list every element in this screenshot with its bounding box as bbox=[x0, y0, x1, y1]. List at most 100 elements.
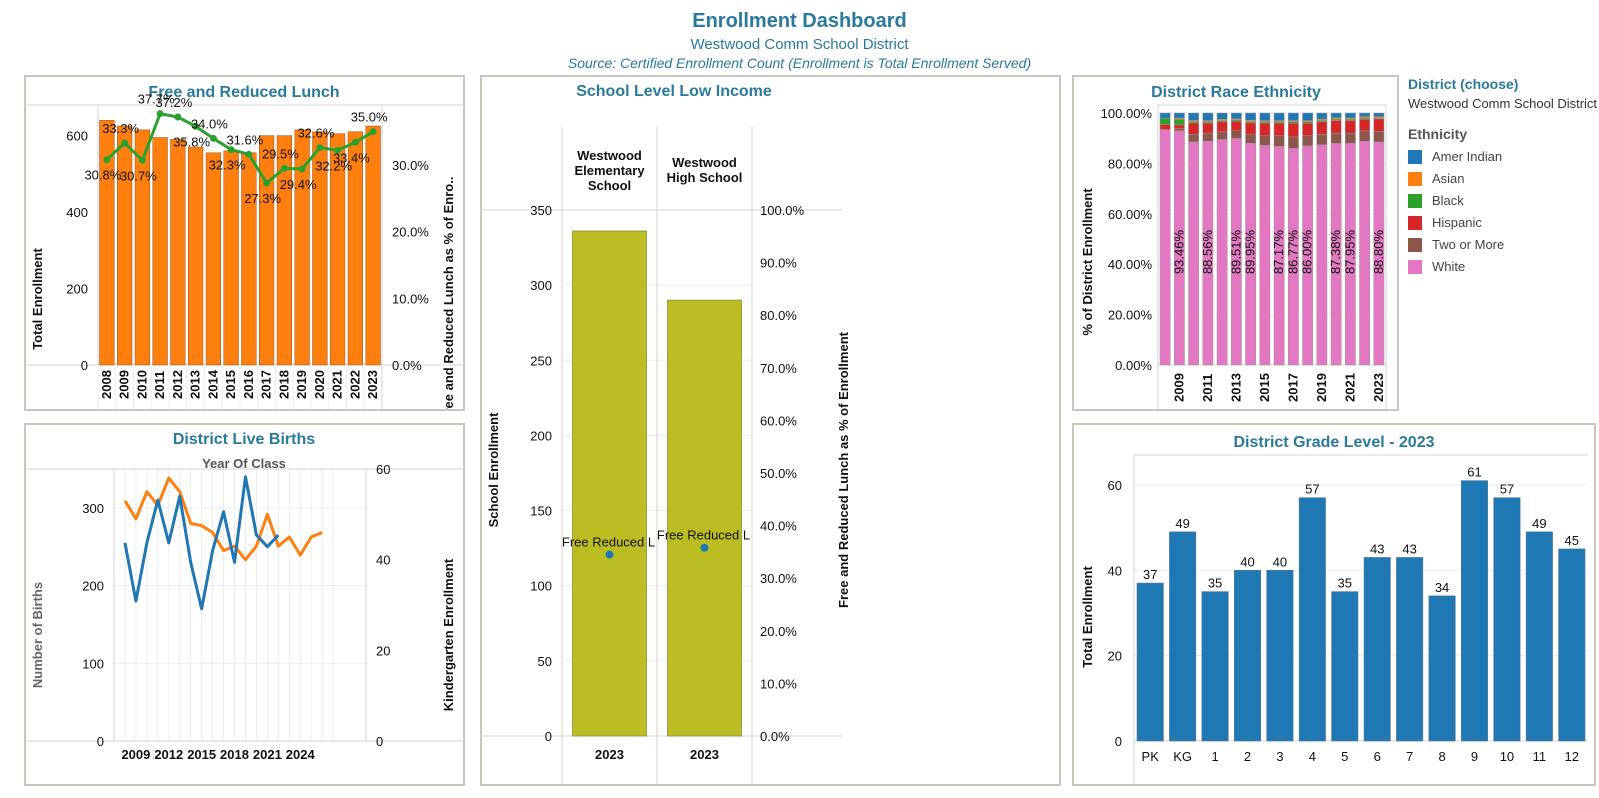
race-bar-segment bbox=[1259, 122, 1271, 137]
frl-line-point bbox=[156, 110, 164, 118]
frl-bar bbox=[188, 146, 204, 366]
frl-line-point bbox=[192, 122, 200, 130]
race-bar-segment bbox=[1174, 112, 1185, 119]
grade-ylabel: Total Enrollment bbox=[1080, 566, 1095, 668]
dashboard-title: Enrollment Dashboard bbox=[692, 10, 907, 32]
frl-x-tick: 2013 bbox=[188, 370, 203, 399]
school-frl-point bbox=[700, 543, 709, 552]
frl-line-point bbox=[227, 146, 235, 154]
school-y2-tick: 70.0% bbox=[760, 361, 797, 376]
frl-line-point bbox=[263, 179, 271, 187]
frl-x-tick: 2016 bbox=[241, 370, 256, 399]
grade-y-tick: 40 bbox=[1108, 563, 1122, 578]
race-bar-label: 93.46% bbox=[1171, 230, 1186, 275]
births-x-tick: 2012 bbox=[154, 747, 183, 762]
frl-line-point bbox=[245, 150, 253, 158]
births-chart: District Live Births Year Of Class 0 100 2… bbox=[26, 431, 463, 762]
race-bar-segment bbox=[1159, 112, 1171, 119]
frl-x-tick: 2008 bbox=[99, 370, 114, 399]
school-column-header: Elementary bbox=[574, 163, 645, 178]
legend-label: Black bbox=[1432, 193, 1464, 208]
race-bar-segment bbox=[1174, 119, 1185, 126]
frl-bar bbox=[330, 133, 346, 366]
race-bar-segment bbox=[1302, 135, 1313, 147]
legend-swatch bbox=[1408, 259, 1422, 274]
frl-y2-tick: 30.0% bbox=[392, 158, 429, 173]
frl-line-label: 33.4% bbox=[333, 150, 370, 165]
school-panel: School Level Low Income Westwood Elementa… bbox=[480, 75, 1061, 786]
race-bar-segment bbox=[1188, 141, 1199, 366]
grade-bar bbox=[1493, 497, 1521, 742]
births-y-tick: 0 bbox=[97, 734, 104, 749]
race-y-tick: 40.00% bbox=[1108, 257, 1153, 272]
births-panel: District Live Births Year Of Class 0 100 2… bbox=[24, 423, 465, 786]
births-x-tick: 2009 bbox=[121, 747, 150, 762]
race-bar-segment bbox=[1273, 112, 1285, 121]
race-ylabel: % of District Enrollment bbox=[1080, 188, 1095, 336]
frl-title: Free and Reduced Lunch bbox=[148, 84, 339, 101]
legend-item[interactable]: Amer Indian bbox=[1408, 149, 1598, 164]
frl-line-label: 31.6% bbox=[226, 132, 263, 147]
race-bar-segment bbox=[1330, 132, 1342, 144]
frl-line-label: 37.2% bbox=[155, 95, 192, 110]
school-bar bbox=[572, 230, 647, 737]
race-y-tick: 100.00% bbox=[1101, 106, 1153, 121]
school-y2-tick: 10.0% bbox=[760, 676, 797, 691]
births-y2-tick: 0 bbox=[376, 734, 383, 749]
school-y2-tick: 40.0% bbox=[760, 519, 797, 534]
frl-line-point bbox=[280, 164, 288, 172]
race-bar-segment bbox=[1202, 132, 1214, 142]
school-y-tick: 300 bbox=[530, 278, 552, 293]
legend-item[interactable]: Two or More bbox=[1408, 237, 1598, 252]
frl-line-label: 30.7% bbox=[120, 168, 157, 183]
race-chart: District Race Ethnicity 93.46% 88.56% 89.5… bbox=[1080, 84, 1387, 409]
frl-bar bbox=[223, 150, 239, 366]
frl-line-series bbox=[105, 111, 374, 186]
grade-bar bbox=[1428, 595, 1456, 742]
frl-line-point bbox=[298, 165, 306, 173]
legend-item[interactable]: Hispanic bbox=[1408, 215, 1598, 230]
legend-swatch bbox=[1408, 171, 1422, 186]
district-subtitle: Westwood Comm School District bbox=[690, 36, 909, 53]
births-y2label: Kindergarten Enrollment bbox=[441, 558, 456, 711]
grade-bar-label: 57 bbox=[1305, 482, 1319, 497]
frl-x-tick: 2020 bbox=[312, 370, 327, 399]
frl-line-label: 32.3% bbox=[209, 158, 246, 173]
race-bar-label: 88.56% bbox=[1200, 230, 1215, 275]
frl-x-tick: 2009 bbox=[117, 370, 132, 399]
race-bar-segment bbox=[1231, 120, 1242, 132]
births-y-tick: 100 bbox=[82, 656, 104, 671]
race-bar-segment bbox=[1359, 119, 1370, 132]
frl-x-tick: 2017 bbox=[259, 370, 274, 399]
frl-line-label: 29.4% bbox=[280, 177, 317, 192]
race-bar-segment bbox=[1231, 112, 1242, 120]
legend-item[interactable]: Black bbox=[1408, 193, 1598, 208]
frl-bar bbox=[259, 135, 275, 366]
race-bar-segment bbox=[1202, 122, 1214, 134]
school-frl-point-label: Free Reduced L bbox=[562, 535, 655, 550]
race-bar-segment bbox=[1345, 120, 1356, 134]
frl-x-tick: 2011 bbox=[152, 371, 167, 399]
district-filter-value[interactable]: Westwood Comm School District bbox=[1408, 96, 1598, 111]
frl-bar bbox=[276, 135, 292, 366]
school-y-tick: 50 bbox=[538, 654, 552, 669]
legend-label: Hispanic bbox=[1432, 215, 1482, 230]
frl-line-point bbox=[316, 144, 324, 152]
births-y-tick: 300 bbox=[82, 501, 104, 516]
frl-bar bbox=[347, 131, 363, 366]
grade-x-tick: 12 bbox=[1565, 749, 1579, 764]
legend-item[interactable]: Asian bbox=[1408, 171, 1598, 186]
race-x-tick: 2015 bbox=[1257, 373, 1272, 402]
race-bar-segment bbox=[1373, 118, 1385, 132]
school-y2-tick: 100.0% bbox=[760, 203, 805, 218]
school-y2-tick: 20.0% bbox=[760, 624, 797, 639]
legend-item[interactable]: White bbox=[1408, 259, 1598, 274]
race-x-tick: 2013 bbox=[1228, 373, 1243, 402]
births-column-header: Year Of Class bbox=[202, 456, 286, 471]
race-bar-label: 87.38% bbox=[1328, 230, 1343, 275]
grade-bar-label: 45 bbox=[1565, 533, 1579, 548]
school-y2-tick: 60.0% bbox=[760, 413, 797, 428]
grade-bar bbox=[1169, 531, 1197, 742]
race-bar-segment bbox=[1216, 131, 1228, 140]
grade-x-tick: 3 bbox=[1276, 749, 1283, 764]
